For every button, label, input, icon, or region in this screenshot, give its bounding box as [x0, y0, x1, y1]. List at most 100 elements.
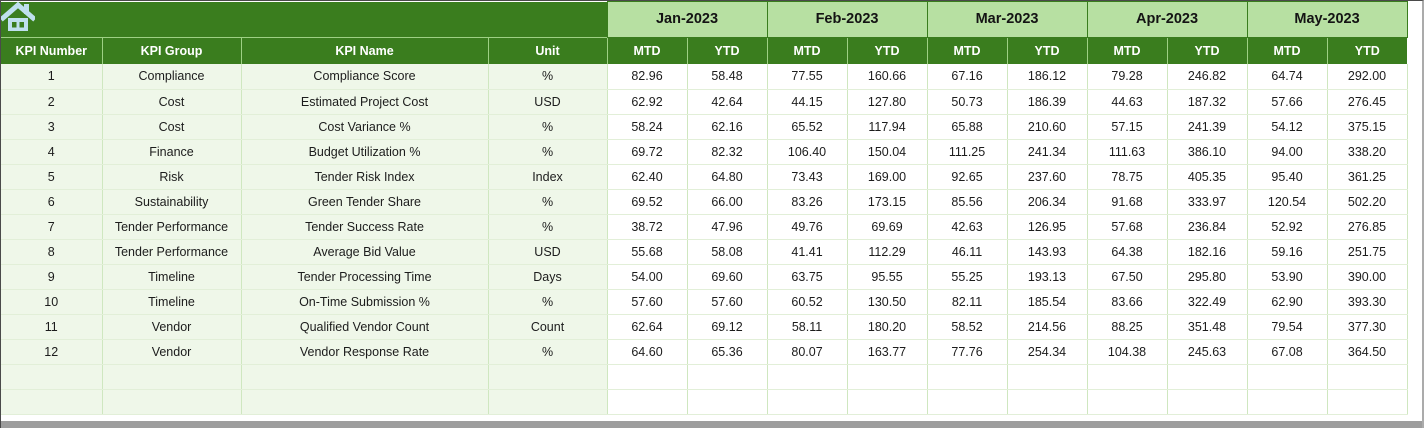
- value-cell[interactable]: 393.30: [1327, 289, 1408, 315]
- kpi-name-cell[interactable]: Budget Utilization %: [241, 139, 489, 165]
- value-cell[interactable]: [847, 364, 928, 390]
- value-cell[interactable]: 333.97: [1167, 189, 1248, 215]
- value-cell[interactable]: 65.36: [687, 339, 768, 365]
- kpi-number-cell[interactable]: 12: [1, 339, 103, 365]
- value-cell[interactable]: 502.20: [1327, 189, 1408, 215]
- value-cell[interactable]: 245.63: [1167, 339, 1248, 365]
- value-cell[interactable]: 77.76: [927, 339, 1008, 365]
- kpi-group-cell[interactable]: [102, 364, 242, 390]
- value-cell[interactable]: 241.39: [1167, 114, 1248, 140]
- value-cell[interactable]: 187.32: [1167, 89, 1248, 115]
- unit-cell[interactable]: %: [488, 139, 608, 165]
- value-cell[interactable]: 58.52: [927, 314, 1008, 340]
- value-cell[interactable]: 69.72: [607, 139, 688, 165]
- value-cell[interactable]: 62.16: [687, 114, 768, 140]
- month-header-mar[interactable]: Mar-2023: [926, 1, 1088, 38]
- value-cell[interactable]: 63.75: [767, 264, 848, 290]
- kpi-group-cell[interactable]: Risk: [102, 164, 242, 190]
- value-cell[interactable]: 390.00: [1327, 264, 1408, 290]
- value-cell[interactable]: 163.77: [847, 339, 928, 365]
- kpi-number-cell[interactable]: [1, 364, 103, 390]
- value-cell[interactable]: [1087, 364, 1168, 390]
- value-cell[interactable]: 276.45: [1327, 89, 1408, 115]
- unit-cell[interactable]: USD: [488, 239, 608, 265]
- value-cell[interactable]: 73.43: [767, 164, 848, 190]
- value-cell[interactable]: 117.94: [847, 114, 928, 140]
- value-cell[interactable]: 95.40: [1247, 164, 1328, 190]
- kpi-number-cell[interactable]: 11: [1, 314, 103, 340]
- value-cell[interactable]: 57.66: [1247, 89, 1328, 115]
- value-cell[interactable]: 338.20: [1327, 139, 1408, 165]
- value-cell[interactable]: 91.68: [1087, 189, 1168, 215]
- value-cell[interactable]: 59.16: [1247, 239, 1328, 265]
- kpi-name-cell[interactable]: Cost Variance %: [241, 114, 489, 140]
- value-cell[interactable]: 83.66: [1087, 289, 1168, 315]
- value-cell[interactable]: [1007, 389, 1088, 415]
- value-cell[interactable]: 214.56: [1007, 314, 1088, 340]
- kpi-group-cell[interactable]: Vendor: [102, 339, 242, 365]
- value-cell[interactable]: 111.63: [1087, 139, 1168, 165]
- col-header-jan-mtd[interactable]: MTD: [606, 36, 687, 64]
- value-cell[interactable]: [1007, 364, 1088, 390]
- value-cell[interactable]: 42.64: [687, 89, 768, 115]
- col-header-feb-mtd[interactable]: MTD: [766, 36, 848, 64]
- value-cell[interactable]: [927, 389, 1008, 415]
- value-cell[interactable]: 120.54: [1247, 189, 1328, 215]
- value-cell[interactable]: 57.60: [687, 289, 768, 315]
- kpi-group-cell[interactable]: Vendor: [102, 314, 242, 340]
- unit-cell[interactable]: %: [488, 289, 608, 315]
- value-cell[interactable]: 67.16: [927, 64, 1008, 90]
- value-cell[interactable]: 82.32: [687, 139, 768, 165]
- value-cell[interactable]: 150.04: [847, 139, 928, 165]
- col-header-may-mtd[interactable]: MTD: [1246, 36, 1328, 64]
- value-cell[interactable]: 58.08: [687, 239, 768, 265]
- value-cell[interactable]: [1167, 389, 1248, 415]
- value-cell[interactable]: 64.60: [607, 339, 688, 365]
- value-cell[interactable]: 66.00: [687, 189, 768, 215]
- value-cell[interactable]: 78.75: [1087, 164, 1168, 190]
- value-cell[interactable]: 111.25: [927, 139, 1008, 165]
- unit-cell[interactable]: %: [488, 64, 608, 90]
- col-header-jan-ytd[interactable]: YTD: [686, 36, 768, 64]
- value-cell[interactable]: 173.15: [847, 189, 928, 215]
- value-cell[interactable]: 58.48: [687, 64, 768, 90]
- value-cell[interactable]: 64.38: [1087, 239, 1168, 265]
- value-cell[interactable]: [1247, 364, 1328, 390]
- value-cell[interactable]: 186.12: [1007, 64, 1088, 90]
- kpi-group-cell[interactable]: Cost: [102, 89, 242, 115]
- value-cell[interactable]: 44.15: [767, 89, 848, 115]
- value-cell[interactable]: 67.08: [1247, 339, 1328, 365]
- value-cell[interactable]: 206.34: [1007, 189, 1088, 215]
- value-cell[interactable]: [1247, 389, 1328, 415]
- kpi-name-cell[interactable]: Tender Success Rate: [241, 214, 489, 240]
- value-cell[interactable]: 69.69: [847, 214, 928, 240]
- kpi-number-cell[interactable]: 2: [1, 89, 103, 115]
- month-header-apr[interactable]: Apr-2023: [1086, 1, 1248, 38]
- value-cell[interactable]: 67.50: [1087, 264, 1168, 290]
- value-cell[interactable]: [687, 389, 768, 415]
- value-cell[interactable]: 104.38: [1087, 339, 1168, 365]
- value-cell[interactable]: 62.40: [607, 164, 688, 190]
- kpi-group-cell[interactable]: [102, 389, 242, 415]
- value-cell[interactable]: 386.10: [1167, 139, 1248, 165]
- value-cell[interactable]: 46.11: [927, 239, 1008, 265]
- value-cell[interactable]: 295.80: [1167, 264, 1248, 290]
- unit-cell[interactable]: %: [488, 189, 608, 215]
- value-cell[interactable]: 127.80: [847, 89, 928, 115]
- value-cell[interactable]: 182.16: [1167, 239, 1248, 265]
- month-header-feb[interactable]: Feb-2023: [766, 1, 928, 38]
- col-header-kpi-name[interactable]: KPI Name: [240, 36, 488, 64]
- home-icon[interactable]: [1, 1, 37, 32]
- value-cell[interactable]: 57.15: [1087, 114, 1168, 140]
- kpi-number-cell[interactable]: 9: [1, 264, 103, 290]
- value-cell[interactable]: 58.11: [767, 314, 848, 340]
- horizontal-scrollbar[interactable]: [1, 421, 1422, 428]
- value-cell[interactable]: 69.52: [607, 189, 688, 215]
- value-cell[interactable]: 364.50: [1327, 339, 1408, 365]
- value-cell[interactable]: 112.29: [847, 239, 928, 265]
- value-cell[interactable]: 54.12: [1247, 114, 1328, 140]
- value-cell[interactable]: 62.92: [607, 89, 688, 115]
- kpi-name-cell[interactable]: Estimated Project Cost: [241, 89, 489, 115]
- value-cell[interactable]: 54.00: [607, 264, 688, 290]
- value-cell[interactable]: 180.20: [847, 314, 928, 340]
